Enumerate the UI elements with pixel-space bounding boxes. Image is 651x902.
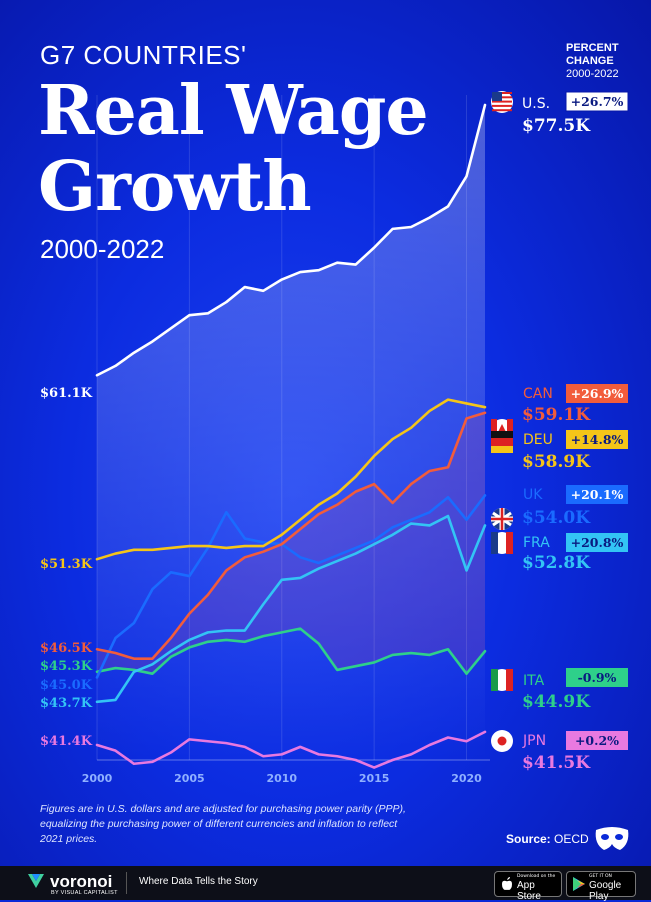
series-line-uk: [95, 494, 487, 679]
series-line-fra: [95, 514, 487, 704]
footnote: Figures are in U.S. dollars and are adju…: [40, 803, 406, 845]
subtitle: G7 COUNTRIES': [40, 40, 247, 70]
badge-bg-jpn: [566, 731, 628, 750]
percent-change-header: PERCENT CHANGE 2000-2022: [566, 42, 638, 81]
end-value-jpn: $41.5K: [522, 753, 591, 773]
band-fill: [97, 412, 485, 674]
logo-byline: BY VISUAL CAPITALIST: [51, 890, 118, 896]
flag-canton: [492, 92, 502, 101]
flag-band: [491, 446, 513, 453]
google-play-label: Google Play: [589, 880, 622, 902]
source-label: Source:: [506, 832, 551, 846]
title-line-1: Real Wage: [38, 71, 429, 151]
badge-bg-can: [566, 384, 628, 403]
logo-name: voronoi: [50, 872, 113, 891]
series-name-fra: FRA: [523, 535, 550, 551]
badge-bg-fra: [566, 533, 628, 552]
voronoi-logo[interactable]: voronoi BY VISUAL CAPITALIST: [26, 870, 117, 896]
change-badge-fra: +20.8%: [571, 535, 624, 550]
google-play-icon: [573, 877, 585, 891]
x-tick-label: 2015: [359, 772, 390, 785]
flag-leaf: [498, 424, 506, 432]
badge-bg-us: [565, 91, 629, 112]
tagline: Where Data Tells the Story: [139, 876, 258, 887]
badge-bg-ita: [566, 668, 628, 687]
end-value-deu: $58.9K: [522, 452, 591, 472]
apple-icon: [502, 877, 512, 890]
us-area-fill: [97, 105, 485, 760]
x-tick-label: 2005: [174, 772, 205, 785]
series-name-can: CAN: [523, 386, 553, 402]
series-line-jpn: [95, 730, 487, 769]
start-label-can: $46.5K: [40, 641, 93, 656]
series-line-deu: [95, 398, 487, 561]
flag-band: [491, 532, 498, 554]
flag-bar: [507, 419, 513, 441]
title-line-2: Growth: [38, 147, 312, 227]
google-play-button[interactable]: GET IT ON Google Play: [566, 871, 636, 902]
series-line-us: [95, 103, 487, 377]
flag-icon-ita: [491, 669, 513, 691]
flag-bar: [491, 419, 497, 441]
flag-band: [506, 532, 513, 554]
flag-icon-deu: [491, 431, 513, 453]
flag-icon-us: [491, 91, 513, 113]
flag-sun: [497, 736, 507, 746]
voronoi-logo-icon: [28, 874, 44, 888]
flag-band: [506, 669, 513, 691]
end-value-us: $77.5K: [522, 116, 591, 136]
flag-stripe: [492, 100, 512, 103]
series-name-jpn: JPN: [522, 733, 546, 749]
flag-band: [491, 431, 513, 438]
app-store-button[interactable]: Download on the App Store: [494, 871, 562, 902]
app-store-label: App Store: [517, 880, 541, 902]
start-label-fra: $43.7K: [40, 696, 93, 711]
start-label-ita: $45.3K: [40, 659, 93, 674]
flag-icon-uk: [491, 508, 513, 530]
percent-change-title: PERCENT CHANGE: [566, 42, 619, 67]
flag-band: [491, 669, 498, 691]
flag-cross: [491, 508, 513, 530]
start-label-jpn: $41.4K: [40, 734, 93, 749]
year-range: 2000-2022: [40, 234, 165, 264]
x-tick-label: 2010: [266, 772, 297, 785]
percent-change-years: 2000-2022: [566, 68, 619, 80]
change-badge-deu: +14.8%: [571, 432, 624, 447]
flag-band: [491, 438, 513, 446]
end-value-fra: $52.8K: [522, 553, 591, 573]
flag-stripe: [492, 104, 512, 107]
source: Source: OECD: [506, 832, 589, 846]
flag-icon-fra: [491, 532, 513, 554]
badge-bg-uk: [566, 485, 628, 504]
start-label-uk: $45.0K: [40, 678, 93, 693]
series-name-us: U.S.: [522, 96, 550, 112]
source-value: OECD: [554, 832, 589, 846]
flag-stripe: [492, 109, 512, 112]
badge-bg-deu: [566, 430, 628, 449]
end-value-ita: $44.9K: [522, 692, 591, 712]
change-badge-ita: -0.9%: [578, 670, 617, 685]
series-line-can: [95, 411, 487, 660]
series-name-ita: ITA: [523, 673, 545, 689]
footer-divider: [126, 872, 127, 894]
change-badge-uk: +20.1%: [571, 487, 624, 502]
x-tick-label: 2000: [82, 772, 113, 785]
x-tick-label: 2020: [451, 772, 482, 785]
change-badge-can: +26.9%: [571, 386, 624, 401]
series-name-uk: UK: [523, 487, 543, 503]
series-line-ita: [95, 627, 487, 675]
end-value-uk: $54.0K: [522, 508, 591, 528]
start-label-deu: $51.3K: [40, 557, 93, 572]
flag-icon-jpn: [491, 730, 513, 752]
google-play-small: GET IT ON: [589, 874, 612, 879]
app-store-small: Download on the: [517, 874, 556, 879]
change-badge-us: +26.7%: [571, 94, 624, 109]
end-value-can: $59.1K: [522, 405, 591, 425]
mask-icon: [595, 827, 629, 850]
series-name-deu: DEU: [523, 432, 553, 448]
start-label-us: $61.1K: [40, 386, 93, 401]
change-badge-jpn: +0.2%: [575, 733, 619, 748]
